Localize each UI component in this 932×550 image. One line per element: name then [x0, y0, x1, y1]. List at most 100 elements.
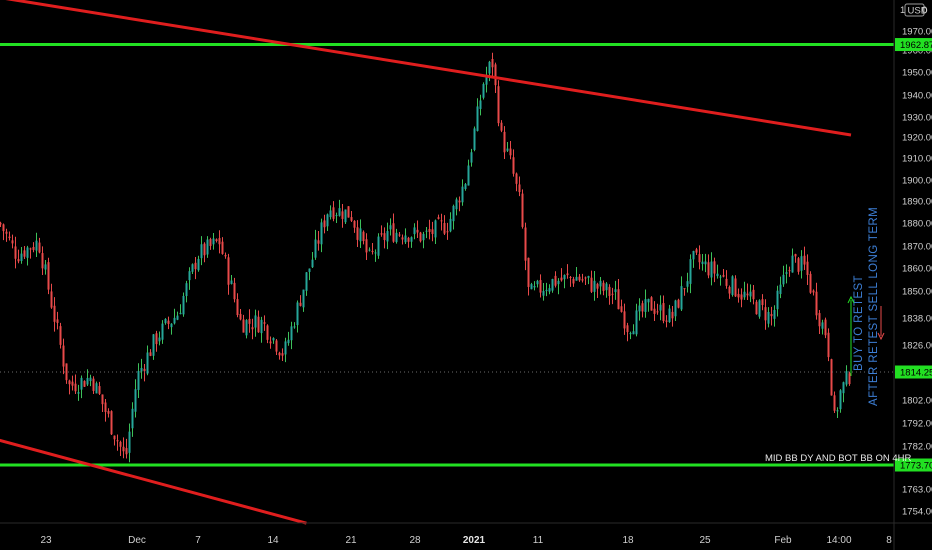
candle-body	[578, 276, 581, 281]
time-axis-tick-label: 23	[40, 535, 52, 546]
candle-body	[0, 222, 2, 225]
candle-body	[29, 248, 32, 250]
candle-body	[329, 210, 332, 218]
candle-body	[302, 289, 305, 308]
plot-area[interactable]	[0, 52, 851, 463]
sell-arrow-head	[877, 332, 885, 341]
candle-body	[59, 326, 62, 345]
candle-body	[356, 227, 359, 240]
candle-body	[515, 173, 518, 184]
price-axis-tick-label: 1910.00	[902, 154, 932, 165]
candle-body	[506, 148, 509, 151]
candle-body	[362, 231, 365, 242]
candle-body	[527, 257, 530, 287]
candle-body	[104, 402, 107, 412]
candle-body	[551, 279, 554, 291]
candle-body	[374, 252, 377, 254]
time-axis-tick-label: Feb	[774, 535, 792, 546]
candle-body	[752, 289, 755, 300]
price-axis[interactable]: 1970.001960.001950.001940.001930.001920.…	[893, 0, 932, 550]
candle-body	[611, 293, 614, 295]
candle-body	[824, 319, 827, 336]
candle-body	[728, 286, 731, 294]
candle-body	[398, 234, 401, 236]
candle-body	[371, 250, 374, 252]
candle-body	[521, 193, 524, 227]
candle-body	[62, 345, 65, 367]
candle-body	[722, 275, 725, 277]
candle-body	[650, 297, 653, 311]
price-axis-tick-label: 1970.00	[902, 27, 932, 38]
price-axis-tick-label: 1792.00	[902, 419, 932, 430]
candle-body	[587, 276, 590, 278]
candle-body	[539, 280, 542, 293]
candle-body	[293, 326, 296, 328]
candle-body	[698, 254, 701, 263]
candle-body	[113, 435, 116, 440]
candle-body	[434, 220, 437, 238]
candle-body	[173, 317, 176, 324]
candle-body	[503, 131, 506, 153]
candle-body	[245, 320, 248, 336]
candle-body	[716, 273, 719, 277]
candle-body	[56, 319, 59, 323]
candle-body	[266, 325, 269, 340]
annotations: BUY TO RETEST AFTER RETEST SELL LONG TERM…	[765, 207, 912, 464]
note-annotation: MID BB DY AND BOT BB ON 4HR	[765, 453, 912, 464]
candle-body	[512, 157, 515, 174]
candle-body	[758, 300, 761, 317]
candle-body	[404, 235, 407, 243]
candle-body	[254, 315, 257, 328]
candle-body	[671, 311, 674, 319]
candle-body	[71, 381, 74, 386]
candle-body	[617, 289, 620, 310]
candle-body	[95, 383, 98, 394]
candle-body	[413, 227, 416, 235]
candle-body	[347, 206, 350, 218]
candle-body	[332, 207, 335, 219]
candle-body	[536, 280, 539, 285]
candle-body	[407, 237, 410, 242]
candle-body	[92, 378, 95, 391]
candle-body	[68, 380, 71, 385]
candle-body	[470, 152, 473, 163]
candle-body	[380, 233, 383, 235]
candle-body	[605, 283, 608, 291]
candle-body	[554, 275, 557, 286]
candle-body	[464, 184, 467, 189]
candle-body	[638, 305, 641, 312]
candle-body	[614, 289, 617, 293]
candle-body	[461, 186, 464, 203]
candle-body	[11, 240, 14, 244]
price-tag	[895, 458, 932, 472]
candle-body	[668, 308, 671, 323]
candle-body	[20, 253, 23, 261]
candle-body	[167, 320, 170, 324]
candle-body	[815, 291, 818, 316]
candle-body	[821, 322, 824, 329]
candle-body	[137, 370, 140, 390]
time-axis[interactable]: 23 Dec 7 14 21 28 2021 11 18 25 Feb 14:00 8	[0, 522, 932, 546]
candle-body	[251, 327, 254, 330]
candle-body	[422, 233, 425, 241]
candle-body	[44, 264, 47, 270]
buy-annotation: BUY TO RETEST	[853, 275, 865, 371]
candle-body	[770, 314, 773, 317]
candle-body	[431, 229, 434, 234]
buy-arrow-head	[847, 295, 855, 304]
time-axis-tick-label: 18	[622, 535, 634, 546]
candle-body	[608, 286, 611, 296]
candle-body	[818, 313, 821, 327]
candle-body	[479, 100, 482, 109]
price-axis-tick-label: 1850.00	[902, 287, 932, 298]
candle-body	[110, 411, 113, 435]
candle-body	[452, 205, 455, 222]
price-axis-tick-label: 1870.00	[902, 242, 932, 253]
candle-body	[677, 299, 680, 308]
price-axis-tick-label: 1802.00	[902, 396, 932, 407]
candle-body	[284, 341, 287, 355]
candle-body	[305, 272, 308, 291]
time-axis-tick-label: 7	[195, 535, 201, 546]
candle-body	[449, 218, 452, 232]
